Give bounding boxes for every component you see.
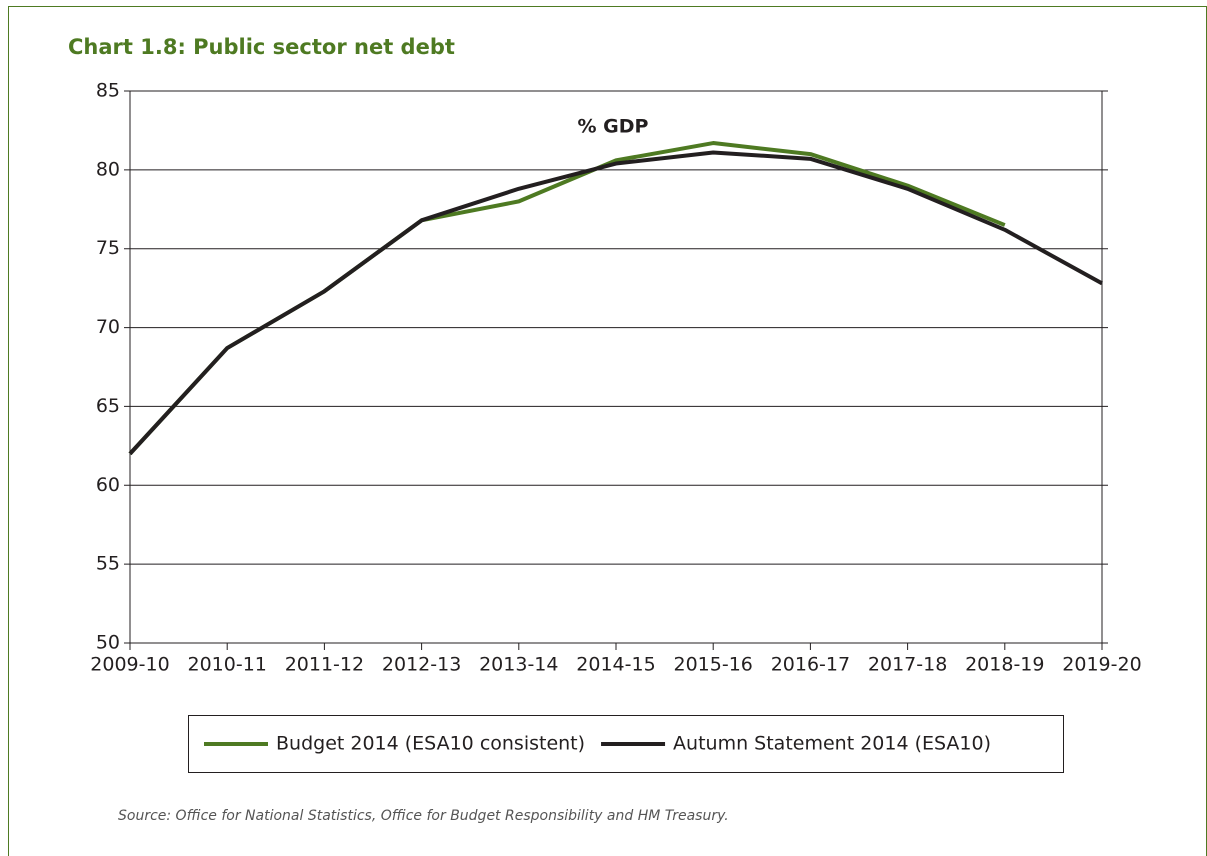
y-tick-label: 85: [96, 80, 120, 102]
x-tick-label: 2016-17: [771, 654, 850, 676]
annotation: % GDP: [578, 116, 649, 138]
legend-label: Budget 2014 (ESA10 consistent): [276, 733, 585, 755]
x-tick-label: 2012-13: [382, 654, 461, 676]
series-line: [128, 141, 1006, 456]
legend-label: Autumn Statement 2014 (ESA10): [673, 733, 991, 755]
y-tick-label: 50: [96, 632, 120, 654]
x-tick-label: 2013-14: [479, 654, 558, 676]
chart-title: Chart 1.8: Public sector net debt: [68, 35, 455, 59]
y-tick-label: 70: [96, 316, 120, 338]
x-tick-label: 2017-18: [868, 654, 947, 676]
x-tick-label: 2014-15: [576, 654, 655, 676]
y-tick-label: 80: [96, 158, 120, 180]
x-tick-label: 2010-11: [188, 654, 267, 676]
source: Source: Office for National Statistics, …: [118, 808, 729, 824]
legend-box: [188, 715, 1064, 773]
x-tick-label: 2011-12: [285, 654, 364, 676]
series-line: [128, 150, 1103, 456]
x-tick-label: 2018-19: [965, 654, 1044, 676]
y-tick-label: 75: [96, 237, 120, 259]
y-tick-label: 65: [96, 395, 120, 417]
x-tick-label: 2015-16: [674, 654, 753, 676]
x-tick-label: 2019-20: [1062, 654, 1141, 676]
x-tick-label: 2009-10: [90, 654, 169, 676]
y-tick-label: 55: [96, 553, 120, 575]
y-tick-label: 60: [96, 474, 120, 496]
